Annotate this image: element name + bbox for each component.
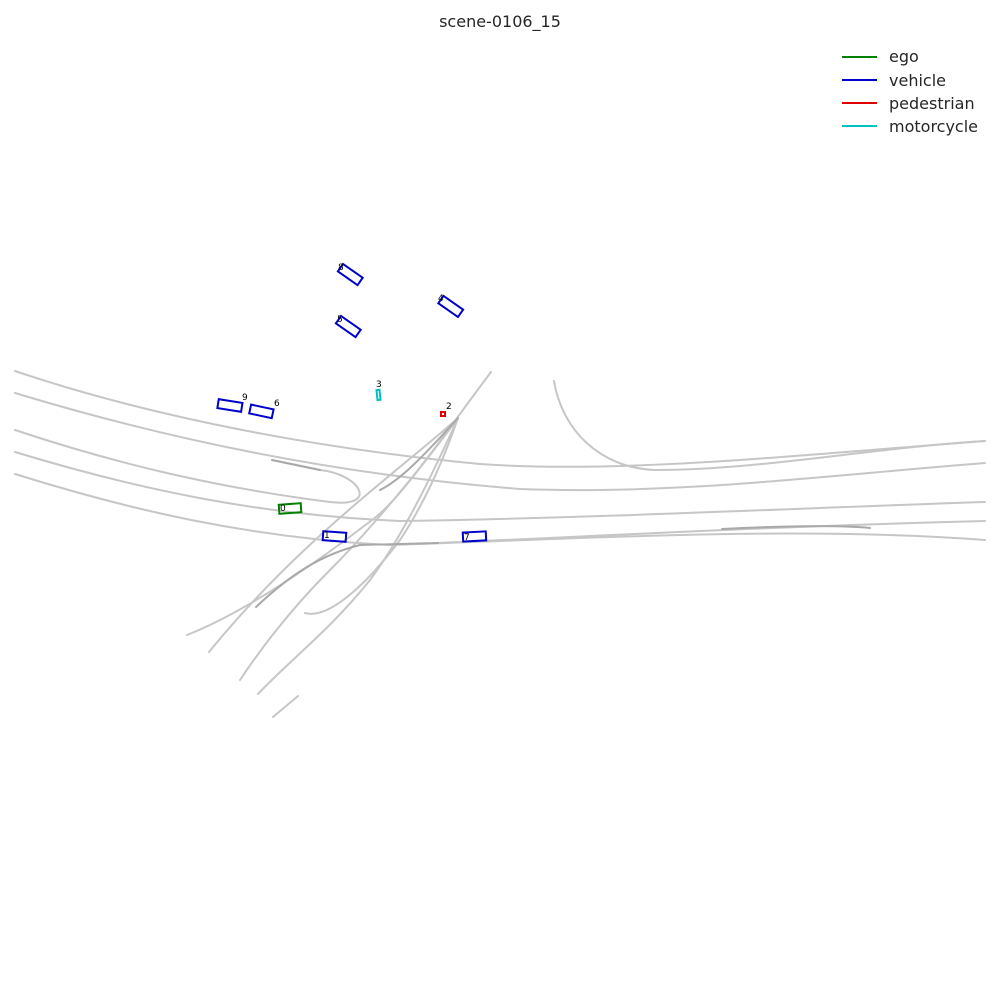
agent-3-motorcycle: 3 xyxy=(376,380,382,400)
lane-network xyxy=(15,371,985,717)
scene-title: scene-0106_15 xyxy=(439,12,561,32)
legend-label-motorcycle: motorcycle xyxy=(889,117,978,136)
agent-6-vehicle: 6 xyxy=(249,399,280,418)
agent-label: 5 xyxy=(337,315,343,325)
lane-line xyxy=(209,418,458,652)
agent-2-pedestrian: 2 xyxy=(441,402,452,416)
legend-item-motorcycle: motorcycle xyxy=(842,117,978,136)
legend-item-ego: ego xyxy=(842,47,919,66)
agent-label: 1 xyxy=(324,531,330,541)
lane-line xyxy=(15,474,985,545)
agent-box xyxy=(249,405,273,419)
agent-label: 3 xyxy=(376,380,382,390)
agent-box xyxy=(376,390,380,400)
lane-line xyxy=(15,371,985,467)
agent-5-vehicle: 5 xyxy=(336,315,361,337)
agent-box xyxy=(217,399,242,412)
agent-9-vehicle: 9 xyxy=(217,393,248,412)
agent-label: 8 xyxy=(338,263,344,273)
legend-label-pedestrian: pedestrian xyxy=(889,94,975,113)
agent-8-vehicle: 8 xyxy=(338,263,363,285)
agent-4-vehicle: 4 xyxy=(438,294,463,317)
lane-line xyxy=(554,381,985,470)
legend-item-pedestrian: pedestrian xyxy=(842,94,975,113)
legend-item-vehicle: vehicle xyxy=(842,71,946,90)
lane-line xyxy=(15,393,985,490)
lane-line xyxy=(273,696,298,717)
agent-0-ego: 0 xyxy=(279,503,302,514)
lane-line xyxy=(272,460,320,470)
legend-label-ego: ego xyxy=(889,47,919,66)
agent-label: 9 xyxy=(242,393,248,403)
agent-label: 0 xyxy=(280,504,286,514)
agent-label: 2 xyxy=(446,402,452,412)
agent-label: 4 xyxy=(438,294,444,304)
agent-label: 6 xyxy=(274,399,280,409)
agent-1-vehicle: 1 xyxy=(323,531,347,542)
lane-line xyxy=(438,521,985,543)
agent-label: 7 xyxy=(464,533,470,543)
agent-7-vehicle: 7 xyxy=(463,531,486,543)
legend: ego vehicle pedestrian motorcycle xyxy=(842,47,978,136)
agent-box xyxy=(441,412,445,416)
legend-label-vehicle: vehicle xyxy=(889,71,946,90)
